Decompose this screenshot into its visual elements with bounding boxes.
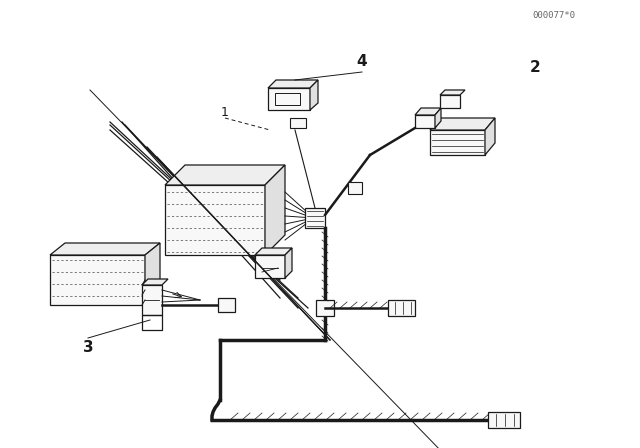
Polygon shape <box>348 182 362 194</box>
Polygon shape <box>488 412 520 428</box>
Polygon shape <box>430 118 495 130</box>
Polygon shape <box>50 243 160 255</box>
Polygon shape <box>285 248 292 278</box>
Polygon shape <box>388 300 415 316</box>
Polygon shape <box>485 118 495 155</box>
Polygon shape <box>415 108 441 115</box>
Polygon shape <box>415 115 435 128</box>
Polygon shape <box>435 108 441 128</box>
Polygon shape <box>305 208 325 228</box>
Polygon shape <box>255 248 292 255</box>
Polygon shape <box>316 300 334 316</box>
Polygon shape <box>218 298 235 312</box>
Polygon shape <box>50 255 145 305</box>
Polygon shape <box>310 80 318 110</box>
Polygon shape <box>440 95 460 108</box>
Polygon shape <box>142 279 168 285</box>
Polygon shape <box>440 90 465 95</box>
Polygon shape <box>145 243 160 305</box>
Polygon shape <box>290 118 306 128</box>
Text: 2: 2 <box>530 60 540 76</box>
Text: 3: 3 <box>83 340 93 356</box>
Polygon shape <box>268 80 318 88</box>
Text: 1: 1 <box>221 105 229 119</box>
Polygon shape <box>255 255 285 278</box>
Text: 000077*0: 000077*0 <box>532 11 575 20</box>
Polygon shape <box>142 285 162 315</box>
Polygon shape <box>265 165 285 255</box>
Polygon shape <box>165 185 265 255</box>
Polygon shape <box>165 165 285 185</box>
Polygon shape <box>268 88 310 110</box>
Text: 4: 4 <box>356 55 367 69</box>
Polygon shape <box>430 130 485 155</box>
